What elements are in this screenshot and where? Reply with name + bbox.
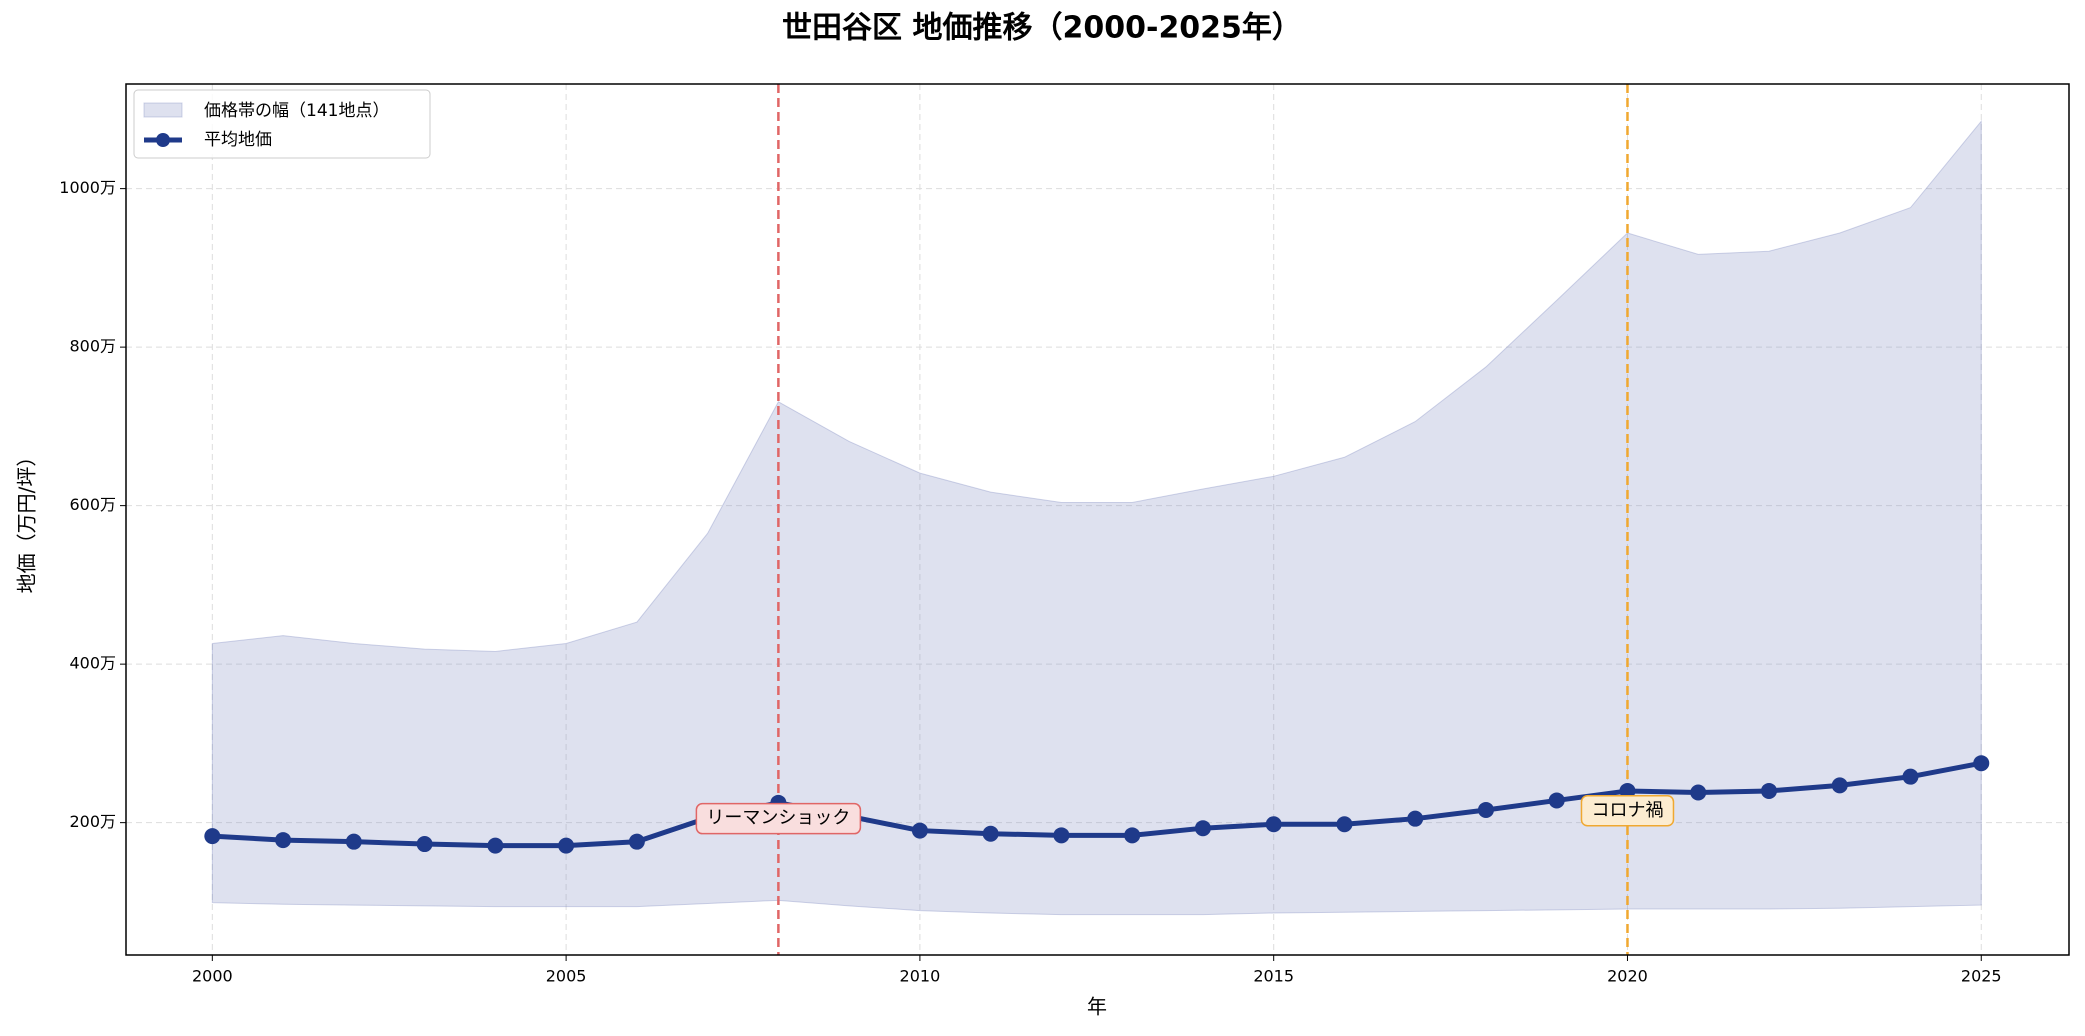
mean-point (1548, 792, 1565, 809)
x-tick-label: 2010 (900, 967, 941, 986)
chart-title: 世田谷区 地価推移（2000-2025年） (782, 11, 1302, 46)
mean-point (1053, 827, 1070, 844)
annotation-box (695, 802, 862, 835)
mean-point (1194, 820, 1211, 837)
x-tick-label: 2025 (1961, 967, 2002, 986)
mean-point (1407, 810, 1424, 827)
mean-point (1760, 782, 1777, 799)
mean-point (1831, 777, 1848, 794)
mean-point (1902, 768, 1919, 785)
mean-point (275, 832, 292, 849)
plot-frame (125, 83, 2070, 956)
mean-point (416, 836, 433, 853)
x-tick-label: 2015 (1253, 967, 1294, 986)
legend: 価格帯の幅（141地点） 平均地価 (133, 89, 431, 159)
mean-point (345, 833, 362, 850)
legend-swatch (143, 102, 183, 118)
mean-line (212, 760, 1982, 849)
mean-point (1124, 827, 1141, 844)
y-tick-label: 200万 (69, 812, 116, 831)
x-tick-label: 2020 (1607, 967, 1648, 986)
mean-point (628, 833, 645, 850)
y-axis-label: 地価（万円/坪） (15, 447, 39, 594)
mean-point (1477, 801, 1494, 818)
mean-point (911, 822, 928, 839)
x-tick-label: 2005 (546, 967, 587, 986)
price-band (211, 119, 1982, 916)
mean-point (1690, 784, 1707, 801)
annotation: リーマンショック (695, 802, 862, 835)
y-tick-label: 400万 (69, 654, 116, 673)
y-tick-label: 1000万 (59, 178, 116, 197)
annotation-text: コロナ禍 (1591, 800, 1663, 821)
mean-point (982, 825, 999, 842)
y-tick-label: 600万 (69, 495, 116, 514)
x-tick-label: 2000 (192, 967, 233, 986)
annotation-box (1580, 795, 1675, 827)
legend-box (133, 89, 431, 159)
legend-marker (156, 133, 170, 147)
x-axis-label: 年 (1087, 995, 1107, 1019)
y-tick-label: 800万 (69, 337, 116, 356)
legend-label: 価格帯の幅（141地点） (204, 101, 389, 121)
mean-point (1619, 782, 1636, 799)
mean-point (1336, 816, 1353, 833)
annotation-text: リーマンショック (706, 808, 850, 829)
mean-point (204, 828, 221, 845)
mean-point (1265, 816, 1282, 833)
legend-label: 平均地価 (204, 130, 272, 150)
annotation: コロナ禍 (1580, 795, 1675, 827)
mean-point (487, 837, 504, 854)
mean-point (1973, 755, 1990, 772)
mean-point (558, 837, 575, 854)
